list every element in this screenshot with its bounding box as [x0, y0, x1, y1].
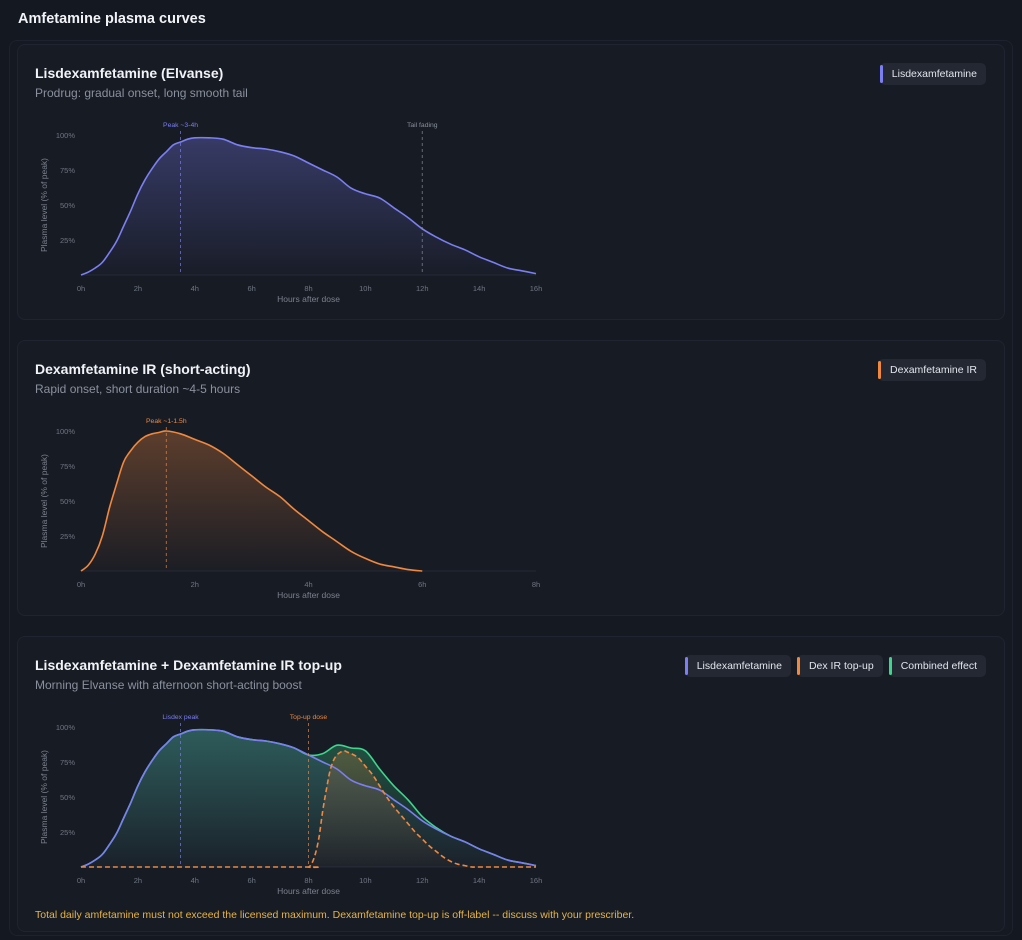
- y-tick-label: 100%: [56, 131, 76, 140]
- legend-chip-lisdexamfetamine[interactable]: Lisdexamfetamine: [879, 63, 986, 85]
- x-tick-label: 10h: [359, 284, 372, 293]
- x-tick-label: 6h: [418, 580, 426, 589]
- x-tick-label: 6h: [247, 876, 255, 885]
- y-tick-label: 25%: [60, 236, 75, 245]
- series-line: [80, 750, 536, 869]
- legend-chip-combined-effect[interactable]: Combined effect: [888, 655, 986, 677]
- x-tick-label: 2h: [191, 580, 199, 589]
- x-tick-label: 2h: [134, 284, 142, 293]
- series-area: [81, 137, 536, 275]
- legend-label: Dexamfetamine IR: [890, 364, 977, 376]
- y-tick-label: 100%: [56, 427, 76, 436]
- series-area: [81, 729, 536, 867]
- card-subtitle: Prodrug: gradual onset, long smooth tail: [35, 86, 248, 100]
- y-tick-label: 75%: [60, 462, 75, 471]
- card-title: Dexamfetamine IR (short-acting): [35, 361, 251, 377]
- x-tick-label: 12h: [416, 876, 429, 885]
- x-tick-label: 10h: [359, 876, 372, 885]
- chart-card-dexamfetamine: Dexamfetamine IR (short-acting) Rapid on…: [17, 340, 1005, 616]
- x-tick-label: 16h: [530, 876, 543, 885]
- y-axis-label: Plasma level (% of peak): [39, 158, 49, 252]
- legend-swatch: [796, 657, 800, 675]
- legend-chip-dexamfetamine[interactable]: Dexamfetamine IR: [878, 359, 986, 381]
- series-line: [80, 430, 423, 572]
- x-tick-label: 8h: [532, 580, 540, 589]
- annotation-label: Peak ~1-1.5h: [146, 418, 187, 425]
- legend-swatch: [888, 657, 892, 675]
- y-tick-label: 75%: [60, 166, 75, 175]
- x-tick-label: 4h: [191, 876, 199, 885]
- x-tick-label: 14h: [473, 284, 486, 293]
- legend-label: Combined effect: [900, 660, 977, 672]
- x-tick-label: 8h: [304, 876, 312, 885]
- x-axis-label: Hours after dose: [277, 294, 340, 304]
- y-axis-label: Plasma level (% of peak): [39, 454, 49, 548]
- x-axis-label: Hours after dose: [277, 590, 340, 600]
- footnote-warning: Total daily amfetamine must not exceed t…: [35, 909, 635, 921]
- y-tick-label: 100%: [56, 723, 76, 732]
- x-tick-label: 0h: [77, 284, 85, 293]
- annotation-label: Lisdex peak: [162, 714, 199, 721]
- annotation-label: Peak ~3-4h: [163, 122, 198, 129]
- x-tick-label: 0h: [77, 876, 85, 885]
- y-tick-label: 25%: [60, 532, 75, 541]
- y-tick-label: 50%: [60, 201, 75, 210]
- legend: Lisdexamfetamine: [879, 63, 986, 85]
- x-axis-label: Hours after dose: [277, 886, 340, 896]
- x-tick-label: 12h: [416, 284, 429, 293]
- legend-chip-lisdexamfetamine[interactable]: Lisdexamfetamine: [684, 655, 791, 677]
- x-tick-label: 0h: [77, 580, 85, 589]
- legend-chip-dex-top-up[interactable]: Dex IR top-up: [796, 655, 883, 677]
- legend: Lisdexamfetamine Dex IR top-up Combined …: [684, 655, 986, 677]
- y-tick-label: 50%: [60, 497, 75, 506]
- annotation-label: Top-up dose: [290, 714, 328, 721]
- series-area: [81, 430, 423, 571]
- y-tick-label: 75%: [60, 758, 75, 767]
- annotation-label: Tail fading: [407, 122, 438, 129]
- chart-combined: 25% 50% 75% 100% 0h 2h 4h 6h 8h 10h 12h 14h 16h Hours…: [39, 714, 543, 896]
- x-tick-label: 4h: [191, 284, 199, 293]
- page-title: Amfetamine plasma curves: [18, 11, 206, 27]
- legend-swatch: [878, 361, 882, 379]
- series-line: [80, 728, 537, 868]
- y-axis-label: Plasma level (% of peak): [39, 750, 49, 844]
- legend-label: Dex IR top-up: [808, 660, 874, 672]
- legend-swatch: [879, 65, 883, 83]
- x-tick-label: 8h: [304, 284, 312, 293]
- x-tick-label: 16h: [530, 284, 543, 293]
- series-line: [80, 136, 537, 276]
- legend-label: Lisdexamfetamine: [696, 660, 782, 672]
- legend-label: Lisdexamfetamine: [891, 68, 977, 80]
- x-tick-label: 2h: [134, 876, 142, 885]
- card-title: Lisdexamfetamine + Dexamfetamine IR top-…: [35, 657, 342, 673]
- y-tick-label: 50%: [60, 793, 75, 802]
- chart-lisdexamfetamine: 25% 50% 75% 100% 0h 2h 4h 6h 8h 10h 12h 14h 16h Hours…: [39, 122, 543, 304]
- legend-swatch: [684, 657, 688, 675]
- x-tick-label: 14h: [473, 876, 486, 885]
- chart-dexamfetamine: 25% 50% 75% 100% 0h 2h 4h 6h 8h Hours after dose P…: [39, 418, 540, 600]
- card-title: Lisdexamfetamine (Elvanse): [35, 65, 224, 81]
- chart-card-combined: Lisdexamfetamine + Dexamfetamine IR top-…: [17, 636, 1005, 932]
- x-tick-label: 4h: [304, 580, 312, 589]
- chart-card-lisdexamfetamine: Lisdexamfetamine (Elvanse) Prodrug: grad…: [17, 44, 1005, 320]
- y-tick-label: 25%: [60, 828, 75, 837]
- card-subtitle: Morning Elvanse with afternoon short-act…: [35, 678, 302, 692]
- card-subtitle: Rapid onset, short duration ~4-5 hours: [35, 382, 241, 396]
- x-tick-label: 6h: [247, 284, 255, 293]
- legend: Dexamfetamine IR: [878, 359, 986, 381]
